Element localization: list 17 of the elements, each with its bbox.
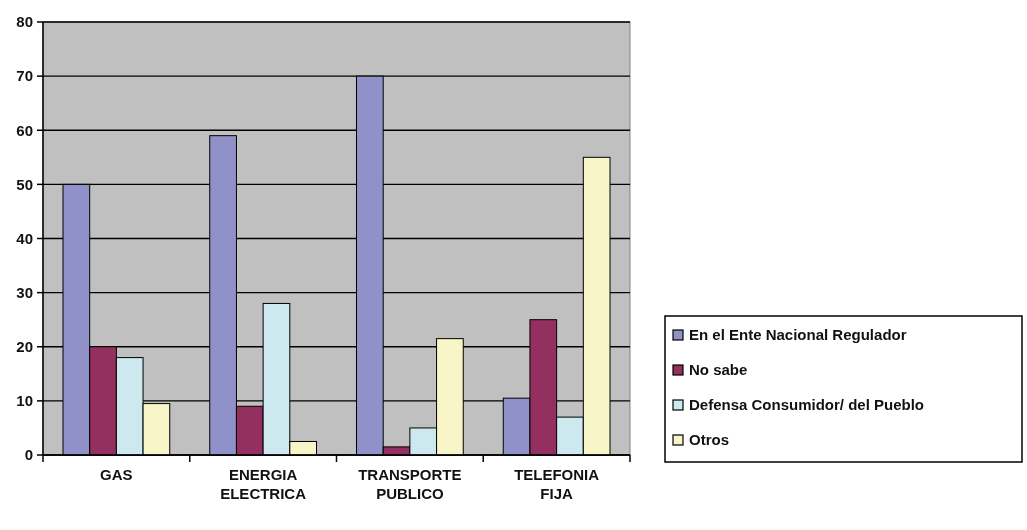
y-tick-label: 30	[16, 283, 33, 301]
legend-label: Otros	[689, 431, 730, 449]
x-tick-label: TELEFONIA FIJA	[514, 466, 600, 502]
legend-label: En el Ente Nacional Regulador	[689, 326, 907, 344]
x-tick-label: GAS	[100, 466, 133, 483]
y-tick-label: 40	[16, 229, 33, 247]
legend-label: No sabe	[689, 361, 748, 379]
y-tick-label: 0	[24, 446, 33, 464]
x-tick-label: ENERGIA ELECTRICA	[220, 466, 307, 502]
y-tick-label: 60	[16, 121, 33, 139]
y-tick-label: 20	[16, 338, 33, 355]
y-tick-label: 10	[16, 392, 33, 410]
y-tick-label: 70	[16, 67, 33, 85]
y-tick-label: 80	[16, 13, 33, 31]
x-tick-label: TRANSPORTE PUBLICO	[358, 466, 462, 502]
y-tick-label: 50	[16, 175, 33, 193]
legend-label: Defensa Consumidor/ del Pueblo	[689, 396, 925, 414]
